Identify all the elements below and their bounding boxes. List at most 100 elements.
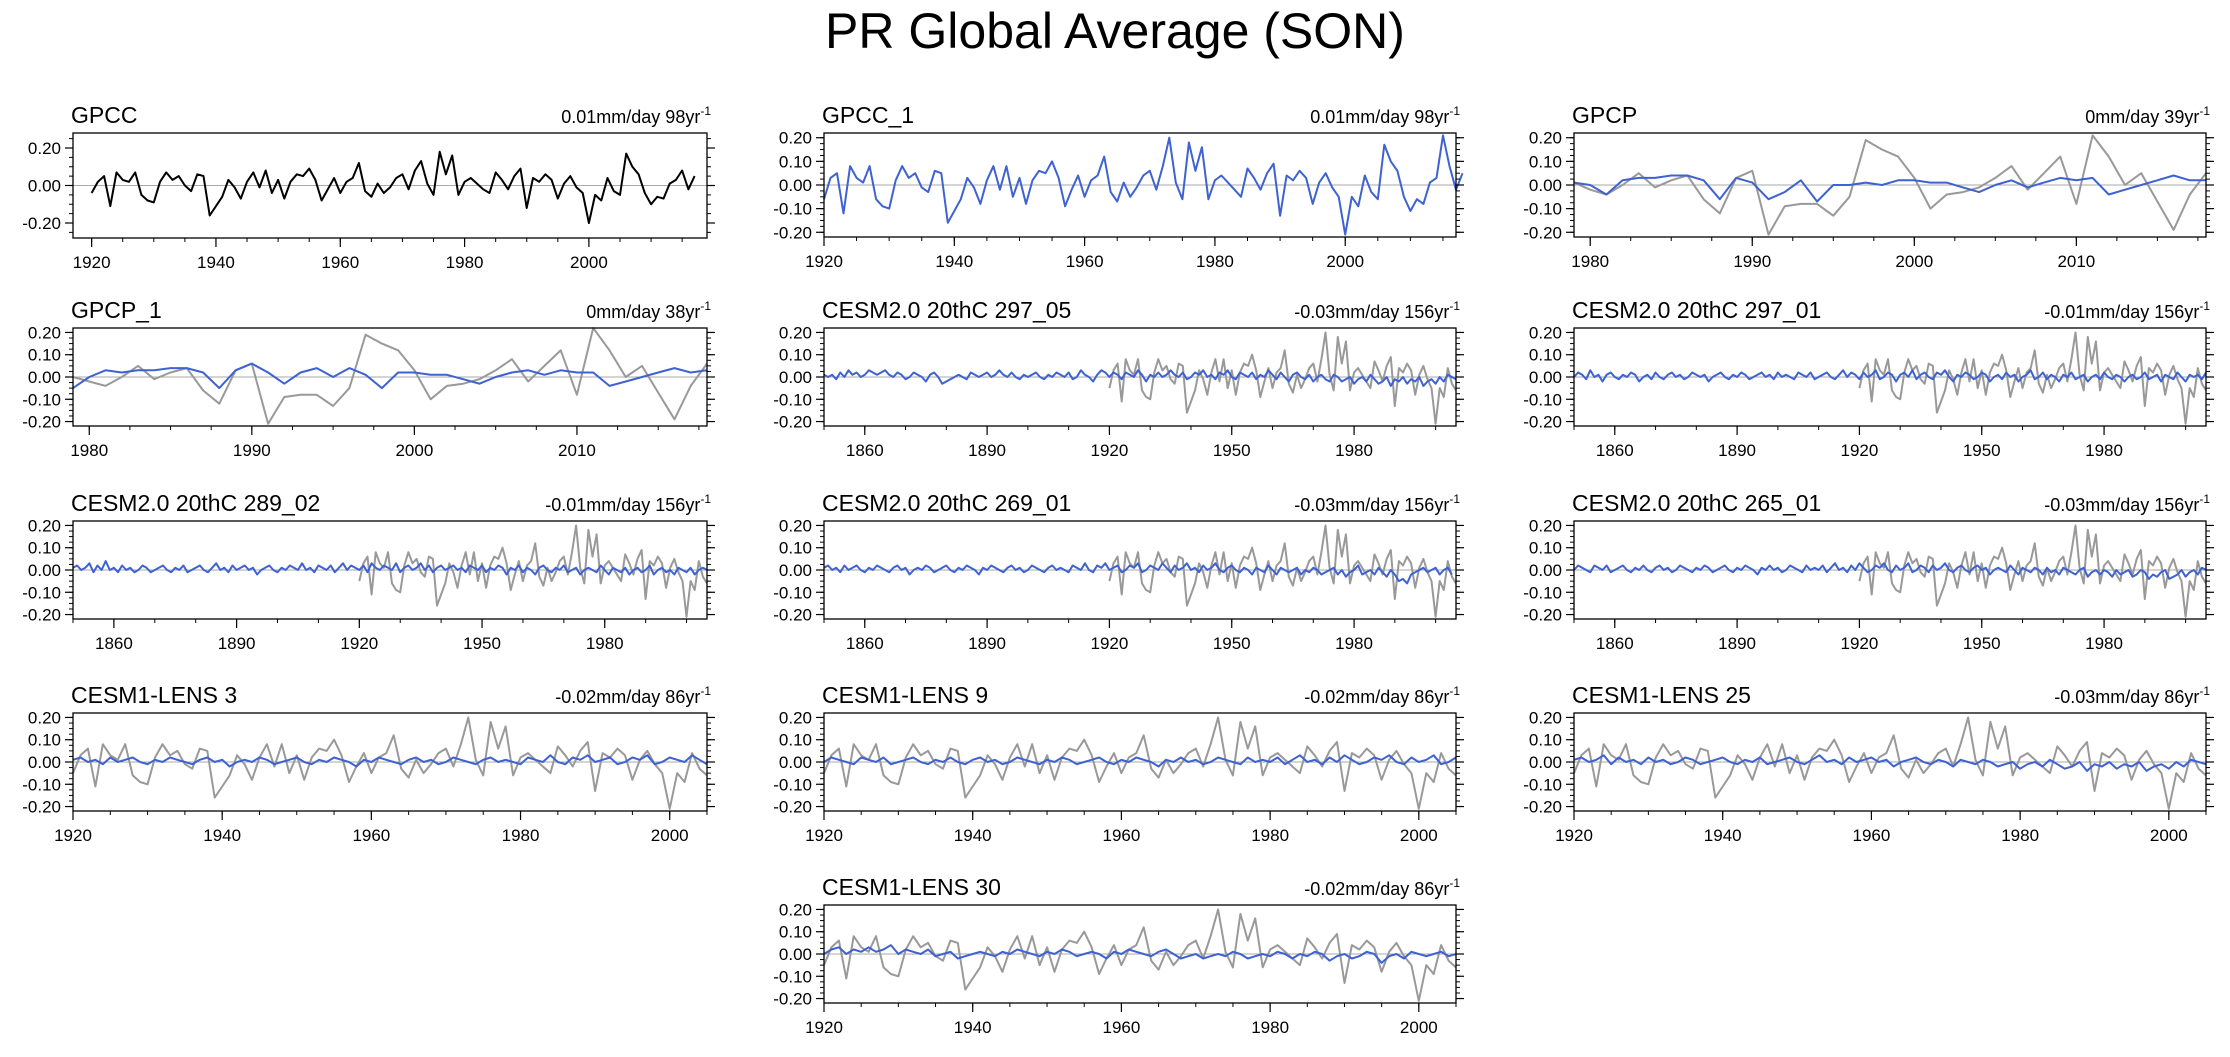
x-tick-label: 1960 — [1066, 252, 1104, 271]
y-tick-label: 0.10 — [28, 539, 61, 558]
panel-title: CESM2.0 20thC 265_01 — [1572, 490, 1821, 516]
x-tick-label: 2000 — [570, 253, 608, 272]
panel-7: CESM2.0 20thC 289_02 -0.01mm/day 156yr-1 -… — [22, 490, 715, 653]
x-tick-label: 2000 — [1400, 826, 1438, 845]
series-line-reference — [1573, 716, 2207, 810]
x-tick-label: 1940 — [954, 826, 992, 845]
y-tick-label: 0.00 — [1529, 368, 1562, 387]
x-tick-label: 1950 — [1213, 441, 1251, 460]
y-tick-label: 0.20 — [28, 708, 61, 727]
panel-3: GPCP 0mm/day 39yr-1 -0.20 -0.10 0.00 0.10 0.20… — [1523, 102, 2214, 271]
x-tick-label: 1940 — [1704, 826, 1742, 845]
y-tick-label: 0.10 — [779, 152, 812, 171]
x-tick-label: 1980 — [1335, 441, 1373, 460]
y-tick-label: -0.20 — [22, 606, 61, 625]
panel-title: CESM2.0 20thC 269_01 — [822, 490, 1071, 516]
y-tick-label: 0.10 — [779, 731, 812, 750]
y-tick-label: -0.10 — [22, 583, 61, 602]
panel-4: GPCP_1 0mm/day 38yr-1 -0.20 -0.10 0.00 0.10 0.… — [22, 297, 715, 460]
y-tick-label: -0.10 — [1523, 200, 1562, 219]
panel-trend: 0.01mm/day 98yr-1 — [1310, 104, 1460, 127]
x-tick-label: 1950 — [1963, 634, 2001, 653]
series-line-reference — [1858, 331, 2207, 425]
series-line-model — [1573, 174, 2206, 203]
y-tick-label: 0.00 — [28, 368, 61, 387]
y-tick-label: 0.10 — [1529, 346, 1562, 365]
y-tick-label: 0.10 — [779, 923, 812, 942]
panel-11: CESM1-LENS 9 -0.02mm/day 86yr-1 -0.20 -0.10… — [773, 682, 1464, 845]
x-tick-label: 1920 — [805, 252, 843, 271]
x-tick-label: 1980 — [586, 634, 624, 653]
panel-trend: -0.03mm/day 156yr-1 — [2044, 492, 2210, 515]
y-tick-label: 0.20 — [779, 129, 812, 148]
series-line-model — [72, 362, 708, 390]
y-tick-label: 0.00 — [28, 753, 61, 772]
y-tick-label: -0.20 — [773, 413, 812, 432]
y-tick-label: 0.10 — [28, 346, 61, 365]
x-tick-label: 1980 — [2085, 634, 2123, 653]
y-tick-label: 0.00 — [779, 753, 812, 772]
x-tick-label: 2010 — [2057, 252, 2095, 271]
y-tick-label: 0.20 — [1529, 516, 1562, 535]
y-tick-label: 0.00 — [1529, 176, 1562, 195]
panel-trend: -0.01mm/day 156yr-1 — [545, 492, 711, 515]
x-tick-label: 1980 — [2085, 441, 2123, 460]
x-tick-label: 1920 — [54, 826, 92, 845]
series-line-reference — [72, 716, 708, 810]
y-tick-label: 0.20 — [779, 900, 812, 919]
series-line-reference — [1108, 331, 1457, 425]
series-line-model — [823, 562, 1453, 585]
series-line-model — [72, 754, 708, 768]
y-tick-label: -0.20 — [22, 798, 61, 817]
panel-12: CESM1-LENS 25 -0.03mm/day 86yr-1 -0.20 -0.1… — [1523, 682, 2214, 845]
x-tick-label: 1940 — [197, 253, 235, 272]
panel-title: GPCC_1 — [822, 102, 914, 128]
panel-trend: -0.02mm/day 86yr-1 — [1304, 684, 1460, 707]
y-tick-label: -0.20 — [773, 223, 812, 242]
x-tick-label: 1940 — [203, 826, 241, 845]
x-tick-label: 1890 — [968, 634, 1006, 653]
x-tick-label: 1920 — [1841, 441, 1879, 460]
x-tick-label: 1940 — [935, 252, 973, 271]
series-line-model — [823, 134, 1464, 236]
x-tick-label: 2000 — [1895, 252, 1933, 271]
series-line-model — [1573, 562, 2207, 580]
x-tick-label: 1860 — [846, 634, 884, 653]
panel-trend: -0.02mm/day 86yr-1 — [555, 684, 711, 707]
x-tick-label: 1980 — [70, 441, 108, 460]
panel-2: GPCC_1 0.01mm/day 98yr-1 -0.20 -0.10 0.00 0.1… — [773, 102, 1464, 271]
y-tick-label: -0.10 — [22, 775, 61, 794]
series-line-model — [1573, 369, 2207, 383]
panel-5: CESM2.0 20thC 297_05 -0.03mm/day 156yr-1 -… — [773, 297, 1464, 460]
x-tick-label: 1950 — [1963, 441, 2001, 460]
x-tick-label: 1960 — [352, 826, 390, 845]
y-tick-label: -0.10 — [1523, 583, 1562, 602]
x-tick-label: 1960 — [321, 253, 359, 272]
x-tick-label: 2010 — [558, 441, 596, 460]
x-tick-label: 1960 — [1102, 826, 1140, 845]
x-tick-label: 1920 — [1841, 634, 1879, 653]
y-tick-label: 0.10 — [1529, 152, 1562, 171]
x-tick-label: 1920 — [340, 634, 378, 653]
series-line-reference — [1573, 134, 2207, 236]
x-tick-label: 1890 — [1718, 441, 1756, 460]
x-tick-label: 1950 — [463, 634, 501, 653]
y-tick-label: -0.10 — [773, 583, 812, 602]
y-tick-label: -0.20 — [1523, 413, 1562, 432]
x-tick-label: 1890 — [1718, 634, 1756, 653]
x-tick-label: 1980 — [1196, 252, 1234, 271]
y-tick-label: -0.10 — [773, 200, 812, 219]
y-tick-label: 0.00 — [779, 176, 812, 195]
x-tick-label: 2000 — [395, 441, 433, 460]
panel-title: CESM2.0 20thC 297_05 — [822, 297, 1071, 323]
panel-1: GPCC 0.01mm/day 98yr-1 -0.20 0.00 0.20 1920 19… — [22, 102, 715, 272]
x-tick-label: 2000 — [2150, 826, 2188, 845]
y-tick-label: -0.20 — [1523, 606, 1562, 625]
y-tick-label: -0.20 — [773, 990, 812, 1009]
panel-title: GPCC — [71, 102, 137, 128]
panel-trend: -0.03mm/day 86yr-1 — [2054, 684, 2210, 707]
series-line-reference — [72, 327, 708, 425]
panel-title: CESM1-LENS 3 — [71, 682, 237, 708]
page-title: PR Global Average (SON) — [825, 3, 1405, 59]
x-tick-label: 1920 — [1091, 441, 1129, 460]
